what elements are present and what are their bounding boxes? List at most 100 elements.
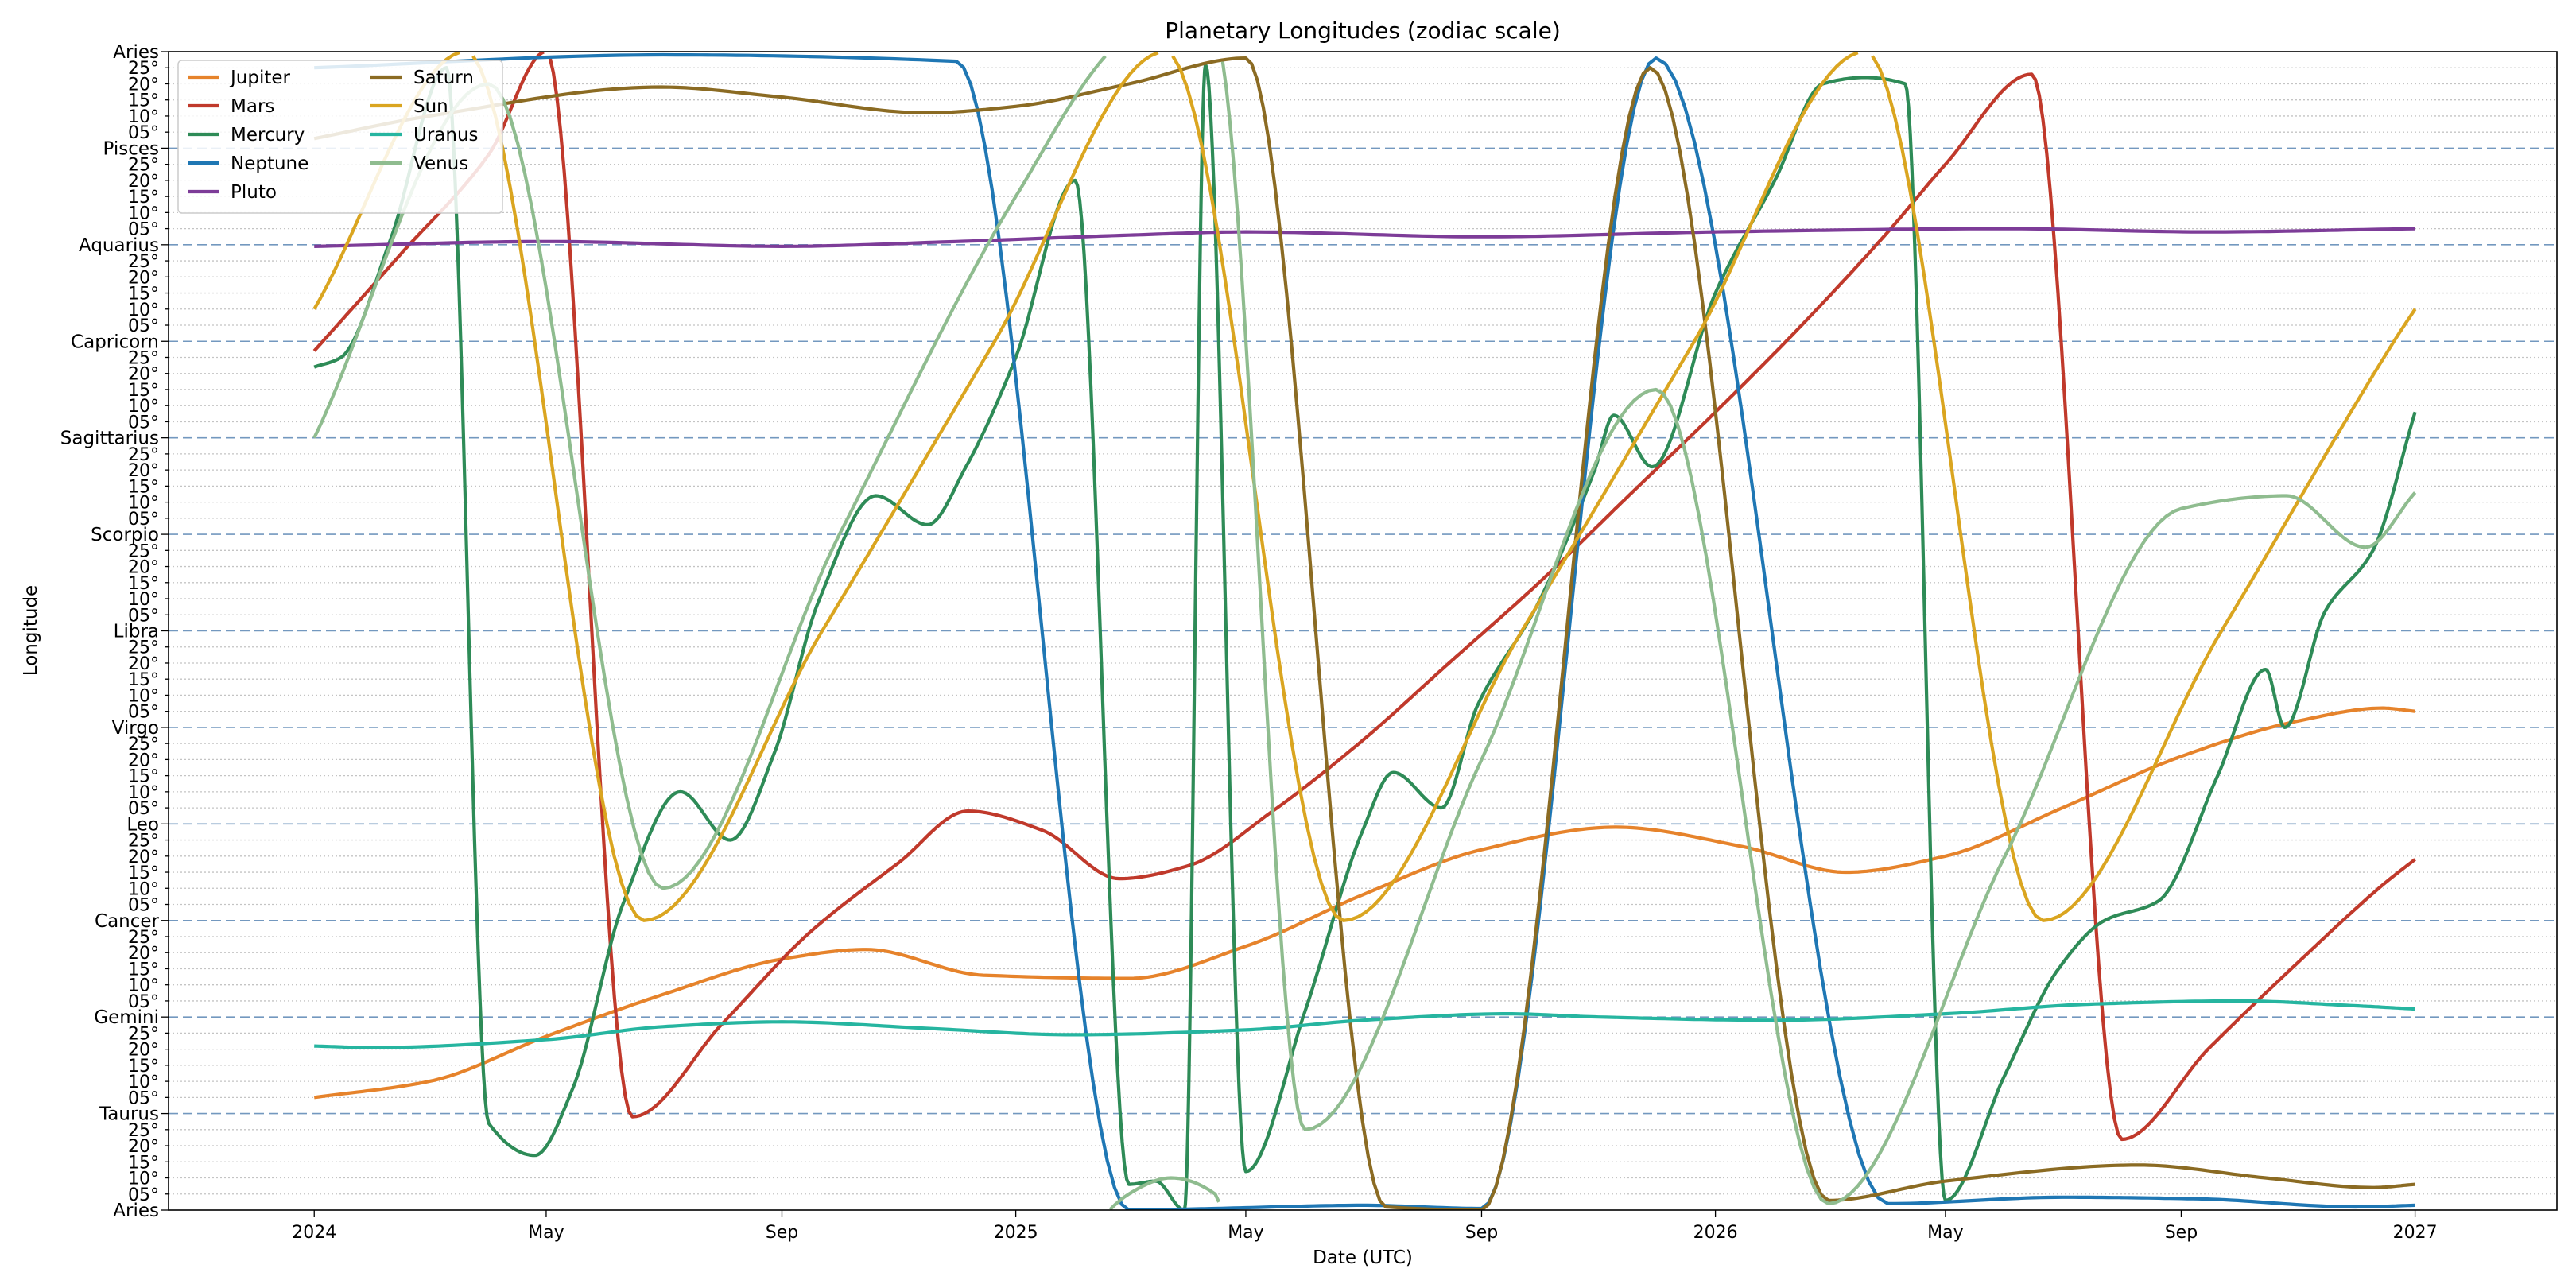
- y-tick-degree-label: 20°: [128, 751, 159, 770]
- x-tick-label: May: [1228, 1223, 1263, 1243]
- y-tick-degree-label: 10°: [128, 301, 159, 320]
- y-tick-degree-label: 05°: [128, 992, 159, 1012]
- y-tick-degree-label: 10°: [128, 204, 159, 223]
- legend-label-mercury: Mercury: [231, 125, 305, 145]
- y-tick-degree-label: 10°: [128, 107, 159, 127]
- y-tick-degree-label: 05°: [128, 123, 159, 143]
- legend-label-mars: Mars: [231, 96, 274, 117]
- legend-label-saturn: Saturn: [413, 68, 474, 88]
- legend-label-uranus: Uranus: [413, 125, 479, 145]
- y-tick-degree-label: 15°: [128, 285, 159, 305]
- y-tick-degree-label: 25°: [128, 1121, 159, 1141]
- y-tick-degree-label: 10°: [128, 1073, 159, 1092]
- y-tick-sign-label: Aries: [113, 42, 159, 63]
- y-tick-degree-label: 05°: [128, 316, 159, 336]
- x-axis-ticks: 2024 May Sep 2025 May Sep 2026 May Sep 2027: [292, 1210, 2438, 1243]
- y-tick-degree-label: 25°: [128, 348, 159, 368]
- y-tick-degree-label: 05°: [128, 220, 159, 240]
- y-tick-degree-label: 20°: [128, 365, 159, 385]
- y-tick-degree-label: 05°: [128, 1088, 159, 1108]
- y-tick-degree-label: 15°: [128, 574, 159, 594]
- y-axis-ticks: Aries05°10°15°20°25°Taurus05°10°15°20°25…: [60, 42, 169, 1221]
- y-tick-degree-label: 25°: [128, 928, 159, 948]
- y-tick-degree-label: 20°: [128, 944, 159, 964]
- y-tick-degree-label: 05°: [128, 703, 159, 723]
- series-line-mercury: [313, 63, 2417, 1210]
- y-tick-sign-label: Cancer: [95, 911, 160, 932]
- y-tick-degree-label: 15°: [128, 188, 159, 208]
- y-tick-degree-label: 15°: [128, 477, 159, 497]
- y-tick-sign-label: Virgo: [112, 718, 159, 739]
- x-tick-label: May: [1927, 1223, 1963, 1243]
- y-tick-degree-label: 10°: [128, 879, 159, 899]
- series-line-pluto: [314, 227, 2415, 248]
- y-tick-degree-label: 15°: [128, 91, 159, 111]
- y-tick-sign-label: Aries: [113, 1201, 159, 1221]
- y-tick-degree-label: 15°: [128, 1057, 159, 1077]
- x-tick-label: 2024: [292, 1223, 336, 1243]
- y-tick-degree-label: 10°: [128, 686, 159, 706]
- y-tick-degree-label: 15°: [128, 767, 159, 787]
- y-tick-sign-label: Taurus: [99, 1104, 159, 1125]
- y-tick-degree-label: 10°: [128, 1170, 159, 1189]
- y-tick-degree-label: 05°: [128, 510, 159, 530]
- y-tick-degree-label: 25°: [128, 832, 159, 852]
- y-tick-degree-label: 20°: [128, 75, 159, 95]
- y-tick-degree-label: 25°: [128, 156, 159, 176]
- y-tick-sign-label: Capricorn: [71, 332, 159, 352]
- y-tick-degree-label: 05°: [128, 1185, 159, 1205]
- x-tick-label: 2026: [1693, 1223, 1738, 1243]
- chart-title: Planetary Longitudes (zodiac scale): [1165, 17, 1561, 44]
- y-tick-degree-label: 25°: [128, 445, 159, 465]
- y-tick-degree-label: 20°: [128, 461, 159, 481]
- y-tick-degree-label: 20°: [128, 848, 159, 867]
- y-tick-degree-label: 20°: [128, 1137, 159, 1157]
- series-line-saturn: [313, 56, 2415, 1210]
- y-tick-sign-label: Pisces: [103, 138, 159, 159]
- legend-label-jupiter: Jupiter: [229, 68, 291, 88]
- y-tick-sign-label: Libra: [114, 622, 159, 642]
- y-tick-sign-label: Leo: [126, 814, 159, 835]
- legend-label-venus: Venus: [413, 153, 468, 174]
- y-tick-degree-label: 25°: [128, 59, 159, 79]
- y-tick-degree-label: 05°: [128, 896, 159, 916]
- y-tick-degree-label: 25°: [128, 541, 159, 561]
- series-line-uranus: [314, 999, 2415, 1049]
- y-tick-sign-label: Sagittarius: [60, 429, 159, 449]
- y-tick-degree-label: 20°: [128, 654, 159, 674]
- legend-label-sun: Sun: [413, 96, 448, 117]
- y-tick-degree-label: 15°: [128, 1153, 159, 1173]
- x-tick-label: Sep: [1465, 1223, 1498, 1243]
- y-tick-degree-label: 10°: [128, 397, 159, 417]
- y-tick-degree-label: 20°: [128, 1041, 159, 1061]
- y-tick-degree-label: 25°: [128, 1024, 159, 1044]
- legend-frame: [177, 60, 503, 214]
- x-tick-label: May: [528, 1223, 564, 1243]
- series-line-jupiter: [313, 706, 2415, 1100]
- y-tick-degree-label: 25°: [128, 638, 159, 658]
- y-tick-degree-label: 15°: [128, 960, 159, 980]
- y-tick-degree-label: 10°: [128, 976, 159, 996]
- x-tick-label: 2025: [994, 1223, 1038, 1243]
- y-tick-sign-label: Aquarius: [79, 235, 159, 256]
- y-tick-degree-label: 20°: [128, 172, 159, 192]
- legend: Jupiter Mars Mercury Neptune Pluto Saturn Sun U…: [177, 60, 503, 214]
- y-tick-degree-label: 25°: [128, 252, 159, 272]
- y-tick-sign-label: Scorpio: [91, 525, 159, 545]
- y-tick-degree-label: 10°: [128, 783, 159, 803]
- y-tick-degree-label: 20°: [128, 268, 159, 288]
- y-tick-degree-label: 05°: [128, 413, 159, 433]
- x-tick-label: 2027: [2393, 1223, 2438, 1243]
- legend-label-pluto: Pluto: [231, 182, 277, 203]
- y-tick-degree-label: 15°: [128, 863, 159, 883]
- y-tick-degree-label: 10°: [128, 590, 159, 610]
- y-tick-degree-label: 20°: [128, 558, 159, 578]
- y-axis-label: Longitude: [21, 585, 41, 676]
- y-tick-degree-label: 15°: [128, 670, 159, 690]
- y-tick-degree-label: 10°: [128, 494, 159, 514]
- legend-label-neptune: Neptune: [231, 153, 308, 174]
- x-axis-label: Date (UTC): [1313, 1247, 1413, 1268]
- x-tick-label: Sep: [766, 1223, 798, 1243]
- x-tick-label: Sep: [2165, 1223, 2198, 1243]
